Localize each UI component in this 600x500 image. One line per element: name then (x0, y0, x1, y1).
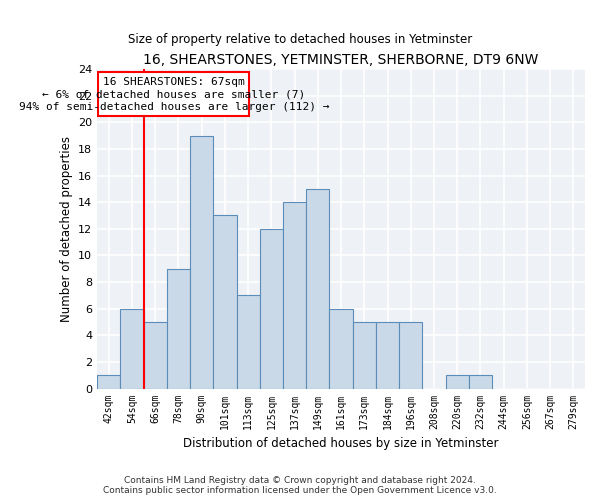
Text: Contains HM Land Registry data © Crown copyright and database right 2024.
Contai: Contains HM Land Registry data © Crown c… (103, 476, 497, 495)
Text: ← 6% of detached houses are smaller (7): ← 6% of detached houses are smaller (7) (42, 90, 305, 100)
Text: 94% of semi-detached houses are larger (112) →: 94% of semi-detached houses are larger (… (19, 102, 329, 112)
Bar (236, 296, 260, 388)
Bar (283, 202, 306, 388)
Bar (214, 216, 236, 388)
Bar (98, 72, 250, 116)
Title: 16, SHEARSTONES, YETMINSTER, SHERBORNE, DT9 6NW: 16, SHEARSTONES, YETMINSTER, SHERBORNE, … (143, 52, 539, 66)
Bar (167, 268, 190, 388)
Bar (260, 229, 283, 388)
Bar (446, 375, 469, 388)
Bar (190, 136, 214, 388)
Bar (121, 308, 143, 388)
X-axis label: Distribution of detached houses by size in Yetminster: Distribution of detached houses by size … (184, 437, 499, 450)
Text: Size of property relative to detached houses in Yetminster: Size of property relative to detached ho… (128, 32, 472, 46)
Bar (469, 375, 492, 388)
Bar (376, 322, 399, 388)
Bar (97, 375, 121, 388)
Bar (143, 322, 167, 388)
Bar (306, 189, 329, 388)
Text: 16 SHEARSTONES: 67sqm: 16 SHEARSTONES: 67sqm (103, 76, 245, 86)
Y-axis label: Number of detached properties: Number of detached properties (59, 136, 73, 322)
Bar (353, 322, 376, 388)
Bar (329, 308, 353, 388)
Bar (399, 322, 422, 388)
